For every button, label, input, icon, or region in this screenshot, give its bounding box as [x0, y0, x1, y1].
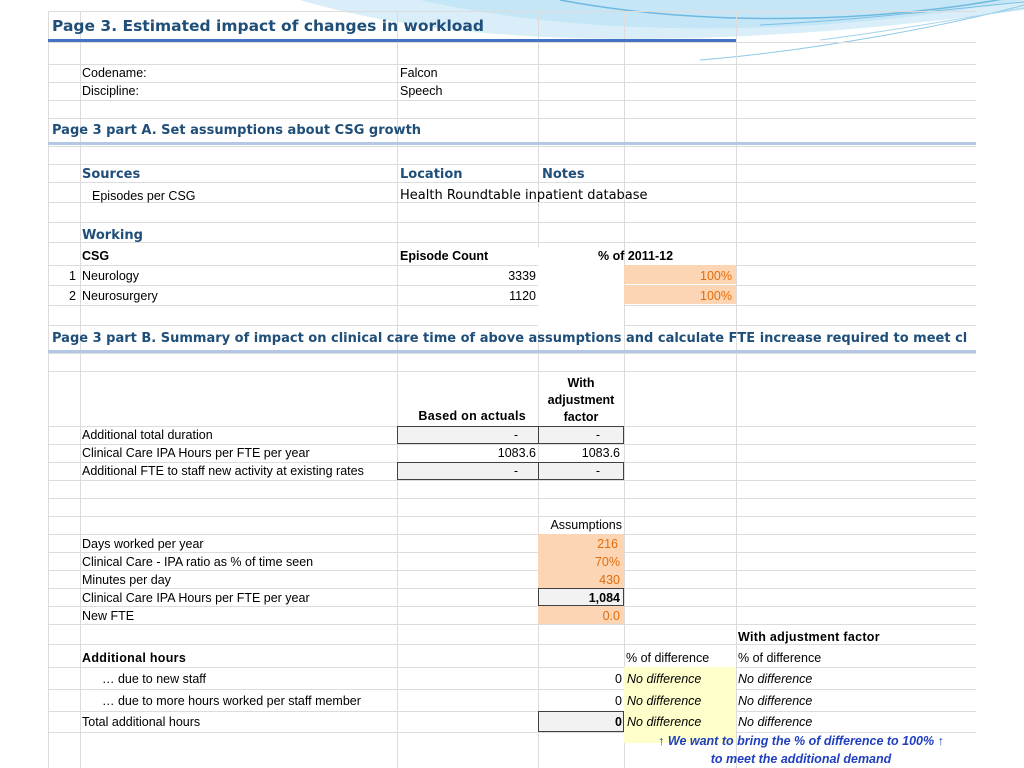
assumption-label: Minutes per day [82, 573, 171, 587]
ipa-ratio-input[interactable]: 70% [594, 555, 620, 569]
hours-row-diff: No difference [627, 672, 702, 686]
hours-row-value: 0 [615, 715, 622, 729]
summary-adj: 1083.6 [581, 446, 620, 460]
hours-row-diff: No difference [627, 694, 702, 708]
hours-row-label: … due to more hours worked per staff mem… [102, 694, 361, 708]
part-a-underline [48, 142, 976, 145]
ipa-hours-value: 1,084 [588, 591, 620, 605]
codename-value[interactable]: Falcon [400, 66, 438, 80]
assumption-label: Clinical Care IPA Hours per FTE per year [82, 591, 310, 605]
notes-header: Notes [542, 167, 585, 182]
pct-diff-header-1: % of difference [626, 651, 710, 665]
csg-pct-value[interactable]: 100% [700, 269, 732, 283]
col-adj-header-2: adjustment [547, 393, 615, 407]
summary-adj: - [595, 428, 600, 442]
diff-output-cells [624, 667, 736, 743]
new-fte-cell [538, 606, 624, 624]
page-title: Page 3. Estimated impact of changes in w… [52, 17, 484, 35]
assumption-label: New FTE [82, 609, 135, 623]
hours-row-label: Total additional hours [82, 715, 201, 729]
csg-name: Neurology [82, 269, 139, 283]
summary-label: Clinical Care IPA Hours per FTE per year [82, 446, 310, 460]
summary-adj: - [595, 464, 600, 478]
csg-episode-count: 1120 [509, 289, 536, 303]
note-line-2: to meet the additional demand [710, 752, 892, 766]
csg-episode-count: 3339 [508, 269, 536, 283]
summary-actual: - [513, 464, 518, 478]
hours-row-diff-adj: No difference [738, 672, 813, 686]
sources-header: Sources [82, 167, 141, 182]
ipa-hours-calc-cell [538, 588, 624, 606]
note-line-1: ↑ We want to bring the % of difference t… [658, 734, 944, 748]
pct-diff-header-2: % of difference [738, 651, 822, 665]
new-fte-value: 0.0 [602, 609, 620, 623]
pct-input-cell-2[interactable] [624, 285, 736, 304]
col-actuals-header: Based on actuals [418, 409, 526, 423]
hours-row-diff-adj: No difference [738, 694, 813, 708]
working-header: Working [82, 228, 143, 243]
title-underline [48, 39, 736, 42]
duration-adj-cell [538, 426, 624, 444]
csg-pct-value[interactable]: 100% [700, 289, 732, 303]
csg-header: CSG [82, 249, 110, 263]
col-adj-header-3: factor [563, 410, 599, 424]
minutes-per-day-input[interactable]: 430 [599, 573, 620, 587]
with-adjustment-header: With adjustment factor [738, 630, 880, 644]
pct-input-cell-1[interactable] [624, 265, 736, 284]
csg-row-number: 2 [69, 289, 76, 303]
source-location[interactable]: Health Roundtable inpatient database [400, 188, 648, 203]
part-b-underline [48, 350, 976, 353]
pct-2011-header: % of 2011-12 [598, 249, 674, 263]
csg-row-number: 1 [69, 269, 76, 283]
summary-actual: 1083.6 [497, 446, 536, 460]
hours-row-diff: No difference [627, 715, 702, 729]
hours-row-value: 0 [615, 672, 622, 686]
total-hours-cell [538, 711, 624, 732]
spreadsheet: Page 3. Estimated impact of changes in w… [48, 11, 976, 768]
csg-name: Neurosurgery [82, 289, 158, 303]
source-item[interactable]: Episodes per CSG [92, 189, 196, 203]
days-worked-input[interactable]: 216 [597, 537, 618, 551]
cell-grid [48, 11, 976, 768]
codename-label: Codename: [82, 66, 147, 80]
summary-label: Additional FTE to staff new activity at … [82, 464, 364, 478]
part-b-heading: Page 3 part B. Summary of impact on clin… [52, 331, 968, 346]
summary-label: Additional total duration [82, 428, 213, 442]
hours-row-label: … due to new staff [102, 672, 206, 686]
summary-actual: - [513, 428, 518, 442]
episode-count-header: Episode Count [400, 249, 489, 263]
assumption-label: Clinical Care - IPA ratio as % of time s… [82, 555, 314, 569]
hours-row-value: 0 [615, 694, 622, 708]
blank-cover [538, 247, 624, 331]
assumptions-header: Assumptions [550, 518, 622, 532]
additional-hours-label: Additional hours [82, 651, 187, 665]
part-a-heading: Page 3 part A. Set assumptions about CSG… [52, 123, 422, 138]
col-adj-header-1: With [567, 376, 595, 390]
assumption-label: Days worked per year [82, 537, 204, 551]
hours-row-diff-adj: No difference [738, 715, 813, 729]
location-header: Location [400, 167, 463, 182]
discipline-value[interactable]: Speech [400, 84, 443, 98]
fte-adj-cell [538, 462, 624, 480]
discipline-label: Discipline: [82, 84, 139, 98]
